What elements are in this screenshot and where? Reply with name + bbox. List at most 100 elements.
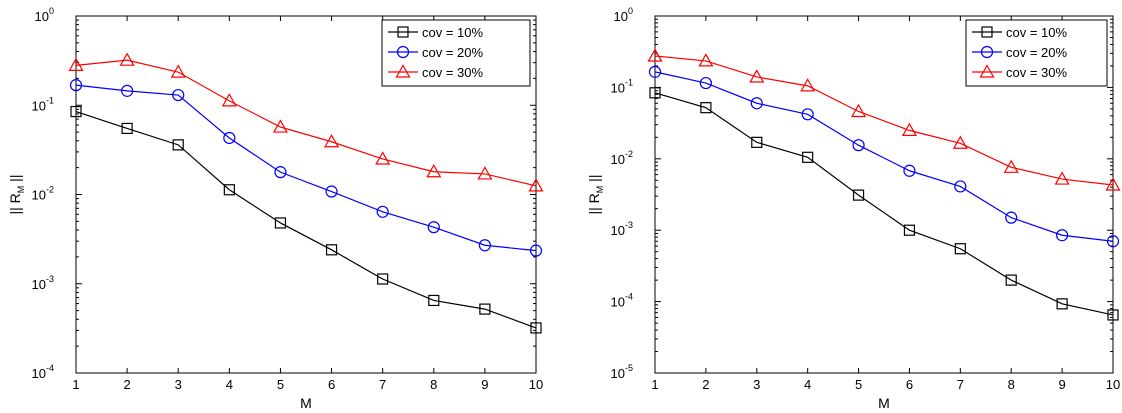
y-axis-label: || RM || — [7, 175, 26, 215]
data-point — [274, 166, 287, 179]
data-point — [119, 52, 135, 66]
legend-marker — [981, 26, 993, 38]
x-tick-label: 5 — [277, 377, 284, 392]
x-tick-label: 9 — [481, 377, 488, 392]
x-tick-label: 10 — [1106, 377, 1120, 392]
data-point — [901, 122, 917, 136]
data-point — [426, 163, 442, 178]
data-point — [954, 243, 966, 255]
x-tick-label: 5 — [855, 377, 862, 392]
y-tick-label: 100 — [614, 6, 633, 24]
series-line — [75, 110, 537, 329]
data-point — [1056, 229, 1069, 242]
data-point — [647, 48, 663, 62]
chart-panel-1: 1 2 3 4 5 6 7 8 9 10 10-4 10-3 10-2 10-1 100 M || RM || c… — [7, 6, 544, 411]
legend-label: cov = 10% — [422, 25, 484, 40]
series-square — [70, 105, 542, 334]
data-point — [649, 87, 661, 99]
series-line — [75, 59, 537, 187]
y-tick-label: 10-2 — [611, 149, 633, 167]
data-point — [172, 88, 185, 102]
data-point — [223, 131, 236, 145]
series-line — [75, 84, 537, 252]
data-point — [648, 65, 662, 78]
data-point — [952, 135, 968, 149]
data-point — [903, 164, 916, 177]
data-point — [223, 184, 235, 196]
x-tick-label: 8 — [1008, 377, 1015, 392]
y-tick-label: 10-4 — [611, 292, 633, 310]
plot-area — [654, 15, 1114, 374]
x-tick-label: 10 — [529, 377, 543, 392]
series-circle — [648, 65, 1120, 248]
x-tick-label: 2 — [702, 377, 709, 392]
x-tick-label: 1 — [651, 377, 658, 392]
x-tick-label: 2 — [123, 377, 130, 392]
series-line — [654, 92, 1114, 316]
x-tick-label: 6 — [906, 377, 913, 392]
y-axis-label: || RM || — [586, 175, 605, 215]
data-point — [1105, 177, 1121, 191]
series-circle — [69, 79, 543, 257]
data-point — [68, 57, 84, 71]
legend: cov = 10% cov = 20% cov = 30% — [381, 19, 531, 87]
data-point — [324, 134, 340, 148]
data-point — [479, 303, 491, 315]
data-point — [172, 139, 184, 151]
data-point — [1005, 274, 1017, 286]
x-tick-label: 8 — [430, 377, 437, 392]
data-point — [903, 224, 916, 236]
data-point — [699, 76, 712, 90]
data-point — [478, 239, 491, 252]
x-axis-label: M — [878, 395, 890, 411]
data-point — [121, 84, 134, 97]
y-tick-label: 100 — [35, 6, 54, 24]
y-tick-label: 10-2 — [32, 185, 54, 203]
data-point — [750, 97, 763, 110]
data-point — [529, 244, 543, 257]
x-axis-label: M — [300, 395, 312, 411]
y-tick-label: 10-5 — [611, 363, 633, 381]
legend-label: cov = 10% — [1006, 25, 1068, 40]
legend-label: cov = 20% — [1006, 45, 1068, 60]
chart-panel-2: 1 2 3 4 5 6 7 8 9 10 10-5 10-4 10-3 10-2 10-1 100 M || RM… — [586, 6, 1121, 411]
legend-marker — [980, 45, 994, 59]
data-point — [800, 78, 816, 92]
x-tick-label: 3 — [175, 377, 182, 392]
y-tick-label: 10-3 — [32, 274, 54, 292]
x-tick-label: 7 — [379, 377, 386, 392]
data-point — [428, 294, 440, 307]
x-tick-label: 9 — [1058, 377, 1065, 392]
data-point — [1107, 309, 1119, 321]
data-point — [325, 244, 338, 256]
data-point — [427, 221, 440, 234]
data-point — [375, 151, 391, 165]
y-tick-label: 10-1 — [611, 77, 633, 95]
series-square — [649, 87, 1119, 321]
x-tick-label: 1 — [72, 377, 79, 392]
legend-box — [965, 19, 1108, 87]
data-point — [530, 322, 542, 334]
x-tick-label: 3 — [753, 377, 760, 392]
data-point — [1003, 159, 1019, 173]
data-point — [325, 185, 338, 198]
data-point — [852, 189, 865, 201]
data-point — [801, 108, 814, 121]
data-point — [851, 103, 867, 118]
data-point — [528, 178, 544, 192]
data-point — [700, 102, 712, 114]
legend-marker — [979, 64, 995, 78]
data-point — [954, 180, 967, 193]
data-point — [221, 93, 237, 107]
data-point — [377, 273, 389, 285]
y-tick-label: 10-3 — [611, 220, 633, 238]
data-point — [751, 136, 763, 148]
legend-marker — [396, 45, 410, 59]
y-tick-label: 10-1 — [32, 95, 54, 113]
series-line — [654, 55, 1114, 186]
series-triangle — [647, 48, 1121, 191]
y-tick-label: 10-4 — [32, 363, 54, 381]
data-point — [1056, 298, 1068, 310]
data-point — [1106, 235, 1120, 248]
